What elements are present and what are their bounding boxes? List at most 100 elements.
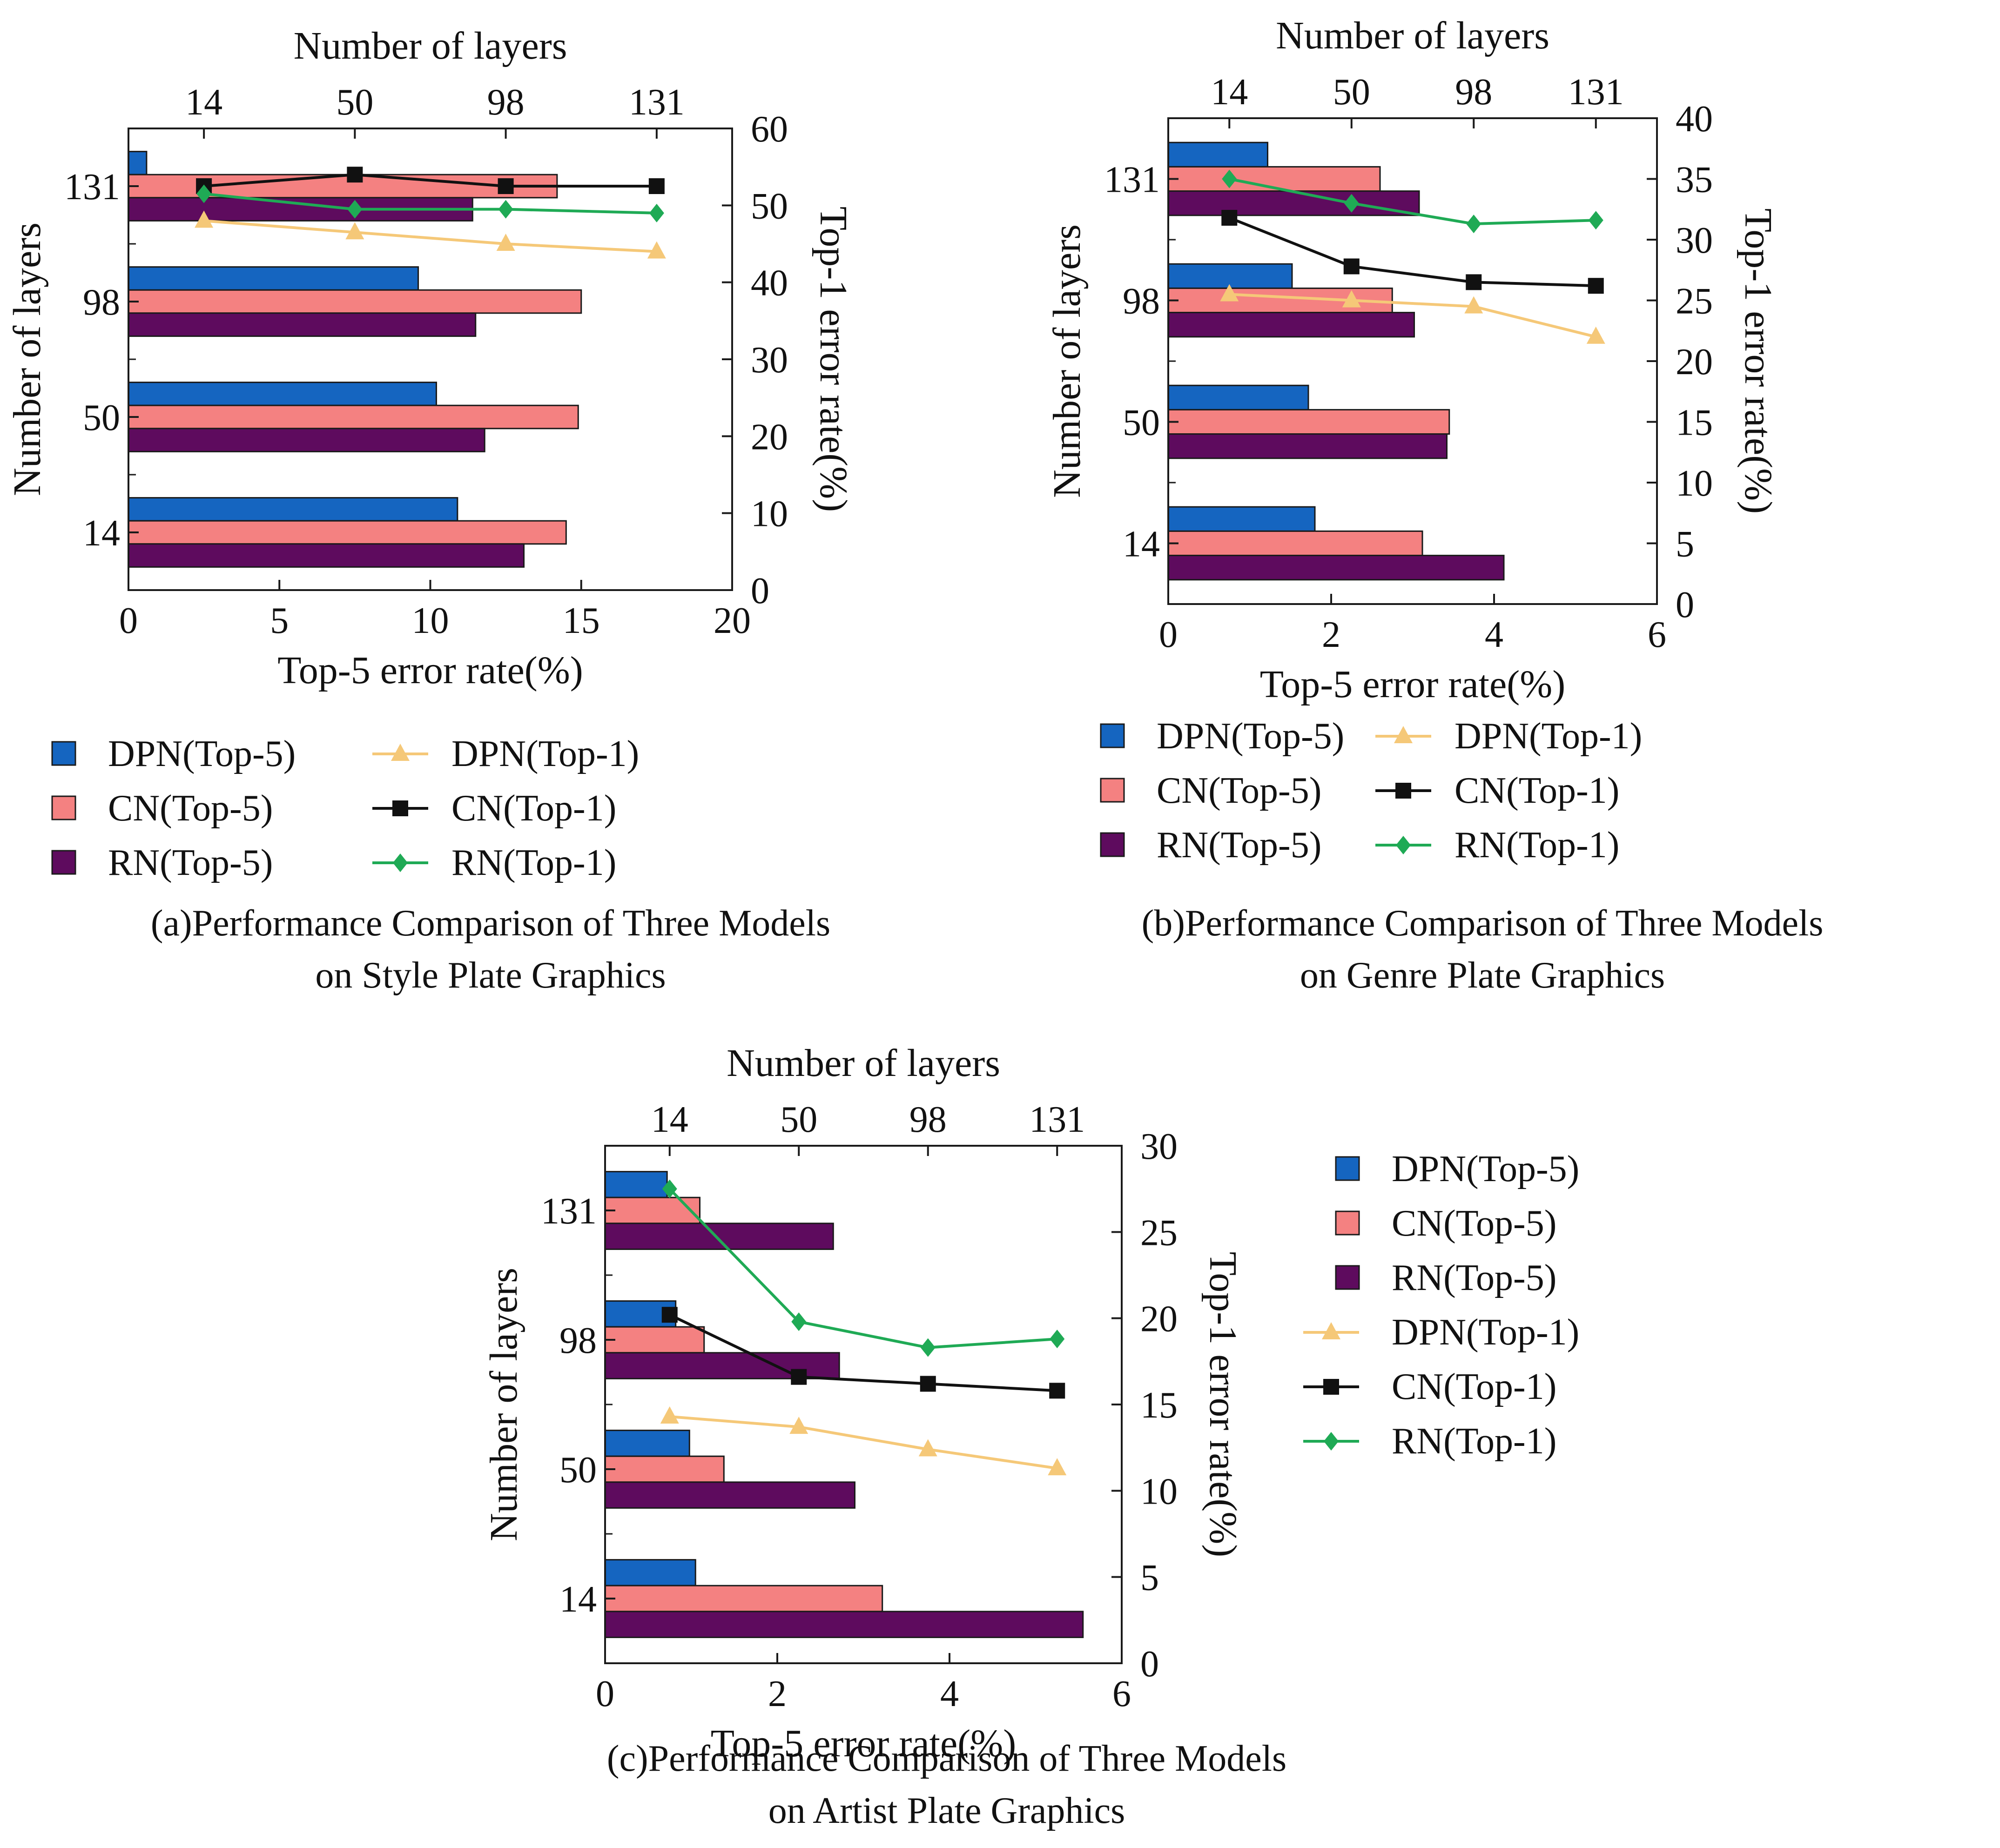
chart-caption-line2: on Genre Plate Graphics [1300,955,1665,996]
bar-rn-top-5--98 [128,312,477,337]
y-category-label: 131 [64,167,120,208]
line-rn-top-1- [668,1188,1057,1349]
x-tick-label: 10 [412,600,449,641]
legend-label: DPN(Top-5) [1157,716,1344,757]
legend-marker [1395,783,1411,799]
point-dpn-top-1--14 [1220,284,1239,302]
top-tick-label: 131 [1029,1099,1085,1140]
legend-marker [1324,1432,1339,1451]
line-cn-top-1- [203,173,657,188]
x-tick-label: 15 [563,600,600,641]
top-tick-label: 14 [1211,72,1248,113]
legend-marker [1394,726,1413,743]
bar-rn-top-5--98 [1167,312,1415,338]
x-tick-label: 4 [1485,614,1503,655]
line-dpn-top-1- [203,219,657,253]
bar-rn-top-5--131 [1167,190,1420,216]
legend-swatch [51,850,76,875]
legend-label: CN(Top-1) [451,788,616,829]
bar-cn-top-5--131 [604,1196,700,1224]
x-axis-title: Top-5 error rate(%) [711,1722,1016,1765]
legend-marker [392,800,408,816]
legend-label: CN(Top-5) [1392,1203,1556,1244]
point-cn-top-1--50 [347,167,363,183]
top-tick-label: 14 [651,1099,688,1140]
point-dpn-top-1--98 [1464,296,1483,314]
x-axis-title: Top-5 error rate(%) [1260,663,1565,706]
bar-dpn-top-5--50 [604,1430,690,1457]
y-category-label: 131 [541,1191,597,1232]
point-rn-top-1--14 [196,184,212,203]
chart-caption-line2: on Style Plate Graphics [315,955,666,996]
bar-dpn-top-5--50 [128,382,437,406]
legend-swatch [51,795,76,820]
legend-marker [393,853,408,872]
legend-label: RN(Top-1) [1455,825,1619,866]
bar-cn-top-5--14 [604,1585,883,1613]
point-cn-top-1--50 [791,1369,807,1385]
legend-swatch [1100,778,1125,803]
point-cn-top-1--131 [1588,278,1604,294]
top-tick-label: 98 [909,1099,947,1140]
x-tick-label: 0 [596,1673,614,1714]
bar-dpn-top-5--14 [1167,506,1316,532]
y2-tick-label: 5 [1140,1558,1159,1599]
point-dpn-top-1--131 [1586,326,1605,344]
y2-axis-title: Top-1 error rate(%) [812,207,855,512]
y2-tick-label: 60 [751,109,788,150]
point-dpn-top-1--131 [647,241,666,259]
y-axis-title: Number of layers [1045,224,1089,498]
chart-b-genre: 0 2 4 6 14 50 98 131 0 5 10 15 20 25 30 35 40 14 50 98 131 To… [1045,14,1823,996]
bar-rn-top-5--50 [128,428,485,452]
bar-rn-top-5--14 [604,1611,1084,1638]
legend-marker [391,744,410,761]
point-rn-top-1--14 [662,1179,677,1198]
point-dpn-top-1--98 [496,234,515,251]
x-tick-label: 6 [1112,1673,1131,1714]
point-cn-top-1--98 [498,178,514,194]
legend-marker [1323,1379,1339,1395]
legend-label: CN(Top-1) [1455,770,1619,811]
point-rn-top-1--50 [347,200,363,219]
x-tick-label: 2 [1322,614,1340,655]
legend-swatch [1100,832,1125,857]
chart-caption-line1: (a)Performance Comparison of Three Model… [151,903,830,944]
line-cn-top-1- [669,1313,1057,1392]
legend-label: DPN(Top-1) [1455,716,1642,757]
y2-tick-label: 30 [1140,1126,1178,1167]
top-tick-label: 98 [1455,72,1492,113]
x-tick-label: 2 [768,1673,787,1714]
chart-c-artist: 0 2 4 6 14 50 98 131 0 5 10 15 20 25 30 14 50 98 131 Top-5 … [482,1042,1579,1831]
bar-rn-top-5--50 [1167,433,1448,459]
legend-label: CN(Top-5) [108,788,273,829]
y-axis-title: Number of layers [482,1268,525,1541]
y2-tick-label: 20 [1676,342,1713,383]
top-tick-label: 98 [487,82,525,123]
bar-cn-top-5--14 [128,520,567,545]
top-tick-label: 50 [1333,72,1370,113]
y2-axis-title: Top-1 error rate(%) [1737,208,1780,514]
x-tick-label: 4 [940,1673,959,1714]
point-cn-top-1--131 [648,178,665,194]
y2-tick-label: 35 [1676,160,1713,201]
point-dpn-top-1--50 [345,222,364,240]
point-rn-top-1--50 [791,1312,807,1331]
x-tick-label: 6 [1648,614,1666,655]
y-category-label: 98 [1123,281,1160,322]
bar-dpn-top-5--50 [1167,384,1309,410]
legend-label: CN(Top-1) [1392,1366,1556,1407]
y-category-label: 14 [83,513,120,554]
y2-tick-label: 40 [1676,99,1713,140]
y-category-label: 50 [83,397,120,438]
bar-dpn-top-5--14 [604,1559,696,1586]
y2-tick-label: 20 [1140,1299,1178,1340]
y2-tick-label: 25 [1676,281,1713,322]
point-dpn-top-1--131 [1048,1458,1067,1476]
point-dpn-top-1--98 [918,1439,937,1457]
x-tick-label: 5 [270,600,289,641]
chart-caption-line1: (c)Performance Comparison of Three Model… [607,1738,1286,1779]
point-rn-top-1--98 [920,1338,936,1357]
y-category-label: 98 [559,1320,597,1361]
y-axis-title: Number of layers [6,222,49,496]
y2-tick-label: 30 [1676,220,1713,261]
